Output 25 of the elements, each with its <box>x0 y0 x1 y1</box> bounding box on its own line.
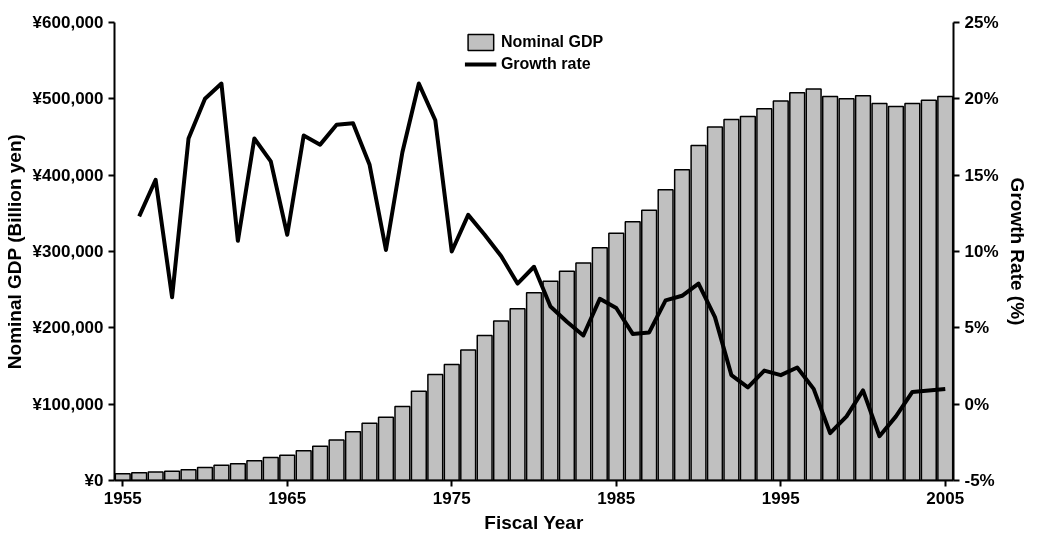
y2-tick-label: 10% <box>964 242 999 261</box>
y-axis-title: Nominal GDP (Billion yen) <box>3 134 25 370</box>
y-tick-label: ¥100,000 <box>32 394 104 414</box>
y2-tick-label: -5% <box>964 471 995 490</box>
y-tick-label: ¥300,000 <box>32 242 104 261</box>
x-tick-label: 1995 <box>761 488 800 508</box>
y2-axis-title: Growth Rate (%) <box>1006 177 1028 326</box>
y-tick-label: ¥0 <box>84 471 104 490</box>
legend-label: Nominal GDP <box>500 33 604 51</box>
y2-tick-label: 5% <box>964 318 990 338</box>
legend-label: Growth rate <box>500 55 591 73</box>
y-tick-label: ¥500,000 <box>32 89 104 109</box>
x-tick-label: 1965 <box>268 488 307 508</box>
y2-tick-label: 25% <box>964 13 999 32</box>
y-tick-label: ¥400,000 <box>32 165 104 185</box>
y2-tick-label: 20% <box>964 89 999 109</box>
x-tick-label: 2005 <box>926 488 965 508</box>
y2-tick-label: 15% <box>964 165 999 185</box>
x-tick-label: 1955 <box>103 488 142 508</box>
x-tick-label: 1975 <box>432 488 471 508</box>
x-axis-title: Fiscal Year <box>484 511 584 533</box>
y-tick-label: ¥600,000 <box>32 13 104 32</box>
x-tick-label: 1985 <box>597 488 636 508</box>
y2-tick-label: 0% <box>964 394 990 414</box>
y-tick-label: ¥200,000 <box>32 318 104 338</box>
